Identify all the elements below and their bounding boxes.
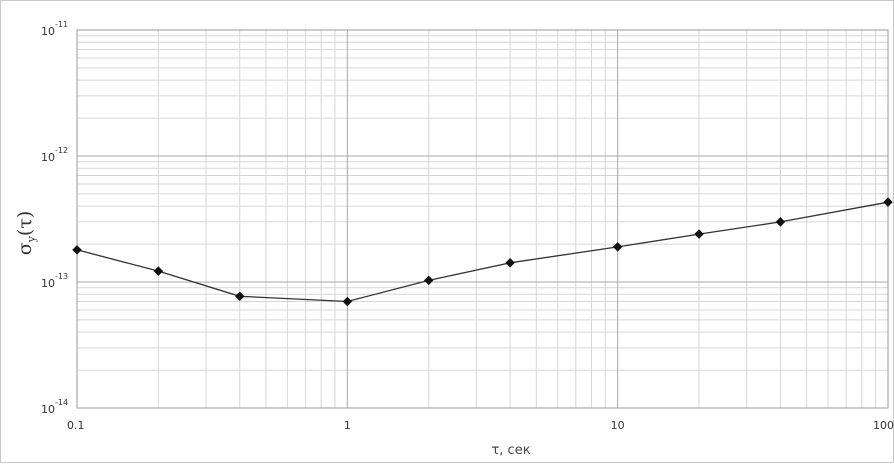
y-axis-label-main: σ	[14, 242, 36, 255]
y-tick-label: 10-14	[41, 398, 68, 416]
data-point	[883, 197, 893, 208]
y-tick-label: 10-13	[41, 272, 68, 290]
x-tick-label: 100	[873, 419, 894, 432]
y-axis-label: σy(τ)	[14, 211, 38, 256]
data-point	[72, 244, 82, 255]
series-line	[76, 201, 889, 303]
y-tick-label: 10-12	[41, 146, 68, 164]
plot-area	[76, 29, 889, 409]
x-tick-label: 1	[344, 419, 351, 432]
data-point	[775, 217, 786, 227]
data-point	[423, 275, 434, 286]
data-point	[505, 257, 515, 268]
major-gridlines	[76, 29, 889, 409]
data-point	[234, 291, 245, 302]
x-axis-label: τ, сек	[491, 443, 530, 458]
data-point	[153, 266, 164, 276]
x-tick-label: 10	[611, 419, 625, 432]
data-point	[612, 242, 623, 252]
data-point	[342, 296, 353, 307]
y-axis-label-tail: (τ)	[14, 211, 36, 236]
x-tick-label: 0.1	[67, 419, 85, 432]
series-group	[72, 197, 893, 307]
y-axis-label-sub: y	[25, 235, 38, 243]
x-tick-labels: 0.1 1 10 100	[67, 419, 894, 432]
y-tick-labels: 10-11 10-12 10-13 10-14	[41, 20, 68, 416]
data-point	[694, 229, 704, 239]
y-tick-label: 10-11	[41, 20, 68, 38]
minor-gridlines	[77, 30, 888, 408]
